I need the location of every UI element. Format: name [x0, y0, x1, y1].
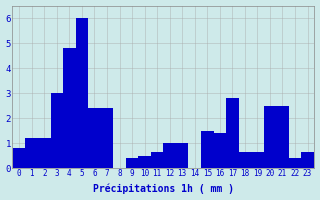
- Bar: [226, 98, 239, 168]
- Bar: [88, 108, 101, 168]
- Bar: [264, 106, 276, 168]
- Bar: [26, 138, 38, 168]
- Bar: [138, 156, 151, 168]
- Bar: [164, 143, 176, 168]
- Bar: [51, 93, 63, 168]
- Bar: [76, 18, 88, 168]
- Bar: [289, 158, 301, 168]
- Bar: [38, 138, 51, 168]
- Bar: [101, 108, 113, 168]
- Bar: [176, 143, 188, 168]
- Bar: [213, 133, 226, 168]
- Bar: [201, 131, 213, 168]
- X-axis label: Précipitations 1h ( mm ): Précipitations 1h ( mm ): [93, 184, 234, 194]
- Bar: [126, 158, 138, 168]
- Bar: [63, 48, 76, 168]
- Bar: [239, 152, 251, 168]
- Bar: [151, 152, 164, 168]
- Bar: [13, 148, 26, 168]
- Bar: [251, 152, 264, 168]
- Bar: [301, 152, 314, 168]
- Bar: [276, 106, 289, 168]
